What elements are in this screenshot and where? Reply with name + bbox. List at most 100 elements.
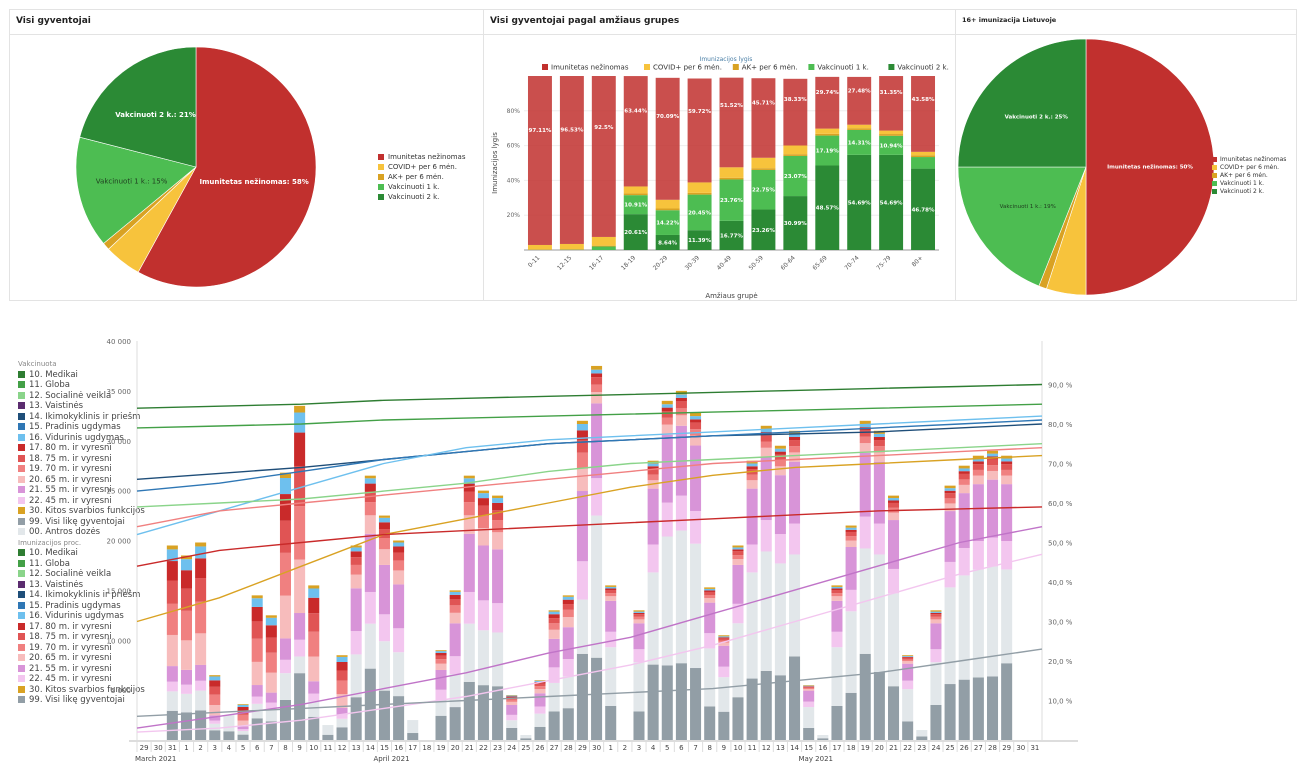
legend-item[interactable]: 22. 45 m. ir vyresni — [18, 674, 160, 685]
legend-label: Vakcinuoti 2 k. — [1220, 188, 1265, 195]
bar-segment — [879, 134, 904, 136]
legend-item[interactable]: 19. 70 m. ir vyresni — [18, 464, 160, 475]
bar-segment — [378, 522, 390, 530]
bar-segment — [591, 246, 616, 250]
series-line — [136, 443, 1043, 508]
bar-segment — [294, 506, 306, 560]
bar-segment — [760, 425, 772, 429]
legend-item[interactable]: 11. Globa — [18, 559, 160, 570]
bar-segment — [463, 591, 475, 624]
bar-segment — [506, 720, 518, 728]
legend-item[interactable]: 15. Pradinis ugdymas — [18, 422, 160, 433]
legend-item[interactable]: 12. Socialinė veikla — [18, 391, 160, 402]
bar-segment — [746, 463, 758, 467]
legend-item[interactable]: 20. 65 m. ir vyresni — [18, 653, 160, 664]
legend-item[interactable]: 11. Globa — [18, 380, 160, 391]
bar-segment — [435, 651, 447, 653]
bar-segment — [492, 520, 504, 533]
legend-item[interactable]: 30. Kitos svarbios funkcijos — [18, 685, 160, 696]
bar-segment — [251, 685, 263, 697]
bar-segment — [774, 466, 786, 476]
legend-item[interactable]: 00. Antros dozės — [18, 527, 160, 538]
legend-swatch — [542, 64, 548, 70]
legend-item[interactable]: 13. Vaistinės — [18, 401, 160, 412]
bar-segment — [831, 631, 843, 648]
x-day-label: 7 — [269, 744, 273, 752]
bar-segment — [633, 614, 645, 617]
bar-segment — [463, 623, 475, 682]
legend-label: 17. 80 m. ir vyresni — [29, 443, 112, 453]
legend-label: Imunitetas nežinomas — [1220, 156, 1287, 163]
legend-item[interactable]: 15. Pradinis ugdymas — [18, 601, 160, 612]
x-day-label: 15 — [804, 744, 813, 752]
bar-segment — [364, 483, 376, 492]
bar-segment — [661, 502, 673, 537]
bar-segment — [902, 680, 914, 690]
legend-item[interactable]: 16. Vidurinis ugdymas — [18, 433, 160, 444]
legend-item[interactable]: 17. 80 m. ir vyresni — [18, 443, 160, 454]
legend-item[interactable]: 12. Socialinė veikla — [18, 569, 160, 580]
bar-segment — [732, 603, 744, 624]
bar-segment — [774, 475, 786, 535]
bar-segment — [690, 416, 702, 420]
x-day-label: 8 — [707, 744, 711, 752]
legend-item[interactable]: 22. 45 m. ir vyresni — [18, 496, 160, 507]
y-left-tick-label: 20 000 — [107, 538, 132, 546]
legend-item: AK+ per 6 mėn. — [1212, 172, 1286, 180]
legend-label: 19. 70 m. ir vyresni — [29, 642, 112, 653]
bar-segment — [958, 473, 970, 480]
bar-segment — [393, 540, 405, 543]
pie-chart-16: Imunitetas nežinomas: 50% Vakcinuoti 1 k.… — [957, 38, 1215, 296]
bar-segment — [690, 543, 702, 669]
bar-segment — [294, 559, 306, 614]
legend-item[interactable]: 10. Medikai — [18, 548, 160, 559]
legend-item[interactable]: 99. Visi likę gyventojai — [18, 695, 160, 706]
legend-item[interactable]: 99. Visi likę gyventojai — [18, 517, 160, 528]
legend-item[interactable]: 10. Medikai — [18, 370, 160, 381]
bar-segment — [393, 584, 405, 629]
bar-segment — [760, 457, 772, 521]
legend-item[interactable]: 21. 55 m. ir vyresni — [18, 664, 160, 675]
y-left-tick-label: 40 000 — [107, 338, 132, 346]
legend-label: Vakcinuoti 1 k. — [388, 183, 440, 191]
legend-label: 30. Kitos svarbios funkcijos — [29, 684, 145, 695]
legend-swatch — [18, 507, 25, 514]
x-tick-label: 20-29 — [652, 254, 669, 271]
bar-segment — [661, 400, 673, 405]
y-right-tick-label: 80,0 % — [1048, 421, 1073, 429]
series-line — [136, 423, 1043, 480]
bar-segment — [393, 628, 405, 653]
legend-item: Vakcinuoti 2 k. — [1212, 188, 1286, 196]
legend-item[interactable]: 17. 80 m. ir vyresni — [18, 622, 160, 633]
bar-segment — [633, 649, 645, 663]
legend-item[interactable]: 21. 55 m. ir vyresni — [18, 485, 160, 496]
legend-item[interactable]: 14. Ikimokyklinis ir priešm — [18, 590, 160, 601]
legend-item[interactable]: 18. 75 m. ir vyresni — [18, 454, 160, 465]
bar-segment — [506, 695, 518, 697]
x-day-label: 28 — [988, 744, 997, 752]
legend-item[interactable]: 13. Vaistinės — [18, 580, 160, 591]
bar-segment — [605, 590, 617, 594]
bar-segment — [847, 76, 872, 125]
bar-segment — [605, 585, 617, 587]
bar-segment — [690, 435, 702, 446]
legend-item[interactable]: 30. Kitos svarbios funkcijos — [18, 506, 160, 517]
bar-segment — [661, 424, 673, 435]
data-label: 27.48% — [848, 89, 871, 95]
bar-segment — [279, 595, 291, 639]
bar-segment — [195, 542, 207, 547]
bar-segment — [237, 731, 249, 735]
slice-label: Vakcinuoti 2 k.: 21% — [115, 111, 196, 119]
bar-segment — [972, 461, 984, 465]
bar-segment — [279, 552, 291, 596]
legend-item[interactable]: 16. Vidurinis ugdymas — [18, 611, 160, 622]
y-tick-label: 20% — [507, 212, 521, 219]
legend-section-title: Imunizacijos proc. — [18, 538, 82, 547]
legend-item[interactable]: 19. 70 m. ir vyresni — [18, 643, 160, 654]
legend-item[interactable]: 20. 65 m. ir vyresni — [18, 475, 160, 486]
bar-segment — [195, 558, 207, 579]
legend-item[interactable]: 18. 75 m. ir vyresni — [18, 632, 160, 643]
legend-label: 15. Pradinis ugdymas — [29, 600, 121, 611]
bar-segment — [623, 76, 648, 187]
legend-item[interactable]: 14. Ikimokyklinis ir priešm — [18, 412, 160, 423]
